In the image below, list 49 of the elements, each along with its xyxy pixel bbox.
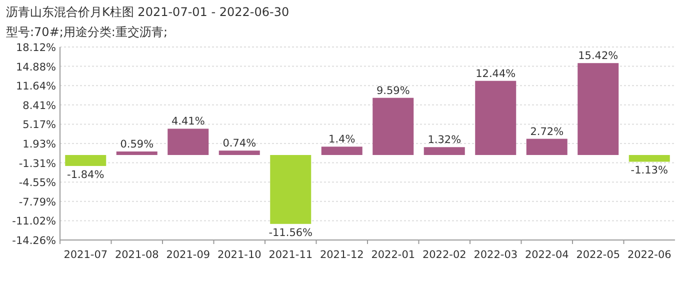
- x-tick-label: 2021-12: [320, 249, 364, 261]
- y-tick-label: 8.41%: [22, 100, 56, 112]
- x-tick-label: 2021-11: [268, 249, 313, 261]
- bar: [168, 128, 209, 156]
- y-tick-label: 5.17%: [22, 119, 56, 132]
- y-tick-label: 14.88%: [16, 61, 56, 74]
- data-label: -1.84%: [67, 168, 104, 181]
- x-tick-label: 2022-05: [576, 249, 620, 261]
- bar: [628, 155, 670, 162]
- x-tick-label: 2022-03: [474, 249, 518, 261]
- bar: [270, 155, 312, 224]
- data-label: -1.13%: [630, 164, 668, 177]
- y-tick-label: -14.26%: [12, 235, 56, 247]
- data-label: 9.59%: [376, 84, 410, 97]
- data-label: 15.42%: [578, 50, 618, 62]
- x-tick-label: 2021-10: [217, 249, 262, 261]
- y-tick-label: 11.64%: [16, 80, 56, 93]
- data-label: 1.32%: [428, 134, 462, 146]
- chart-title: 沥青山东混合价月K柱图 2021-07-01 - 2022-06-30: [6, 5, 290, 19]
- y-tick-label: -4.55%: [18, 177, 56, 190]
- bar: [372, 98, 414, 156]
- bar: [218, 150, 260, 156]
- x-tick-label: 2022-02: [422, 249, 466, 261]
- x-tick-label: 2022-06: [627, 249, 672, 261]
- data-label: 1.4%: [328, 134, 356, 146]
- data-label: 0.74%: [222, 138, 256, 150]
- data-label: 12.44%: [476, 68, 516, 80]
- x-tick-label: 2021-07: [64, 249, 108, 261]
- bar: [65, 155, 106, 166]
- data-label: 0.59%: [120, 138, 154, 150]
- y-tick-label: -7.79%: [18, 196, 56, 208]
- bar: [578, 63, 619, 156]
- data-label: -11.56%: [268, 226, 313, 239]
- y-tick-label: 18.12%: [16, 42, 56, 54]
- data-label: 4.41%: [171, 116, 205, 128]
- bar: [526, 138, 568, 156]
- bar: [475, 80, 516, 156]
- bar: [424, 147, 465, 156]
- chart-subtitle: 型号:70#;用途分类:重交沥青;: [6, 25, 168, 39]
- y-tick-label: -11.02%: [12, 216, 56, 228]
- x-tick-label: 2022-04: [524, 249, 570, 261]
- bar: [321, 146, 362, 156]
- y-tick-label: 1.93%: [22, 138, 56, 150]
- x-tick-label: 2022-01: [371, 249, 416, 261]
- x-tick-label: 2021-09: [166, 249, 210, 261]
- x-tick-label: 2021-08: [114, 249, 159, 261]
- data-label: 2.72%: [530, 126, 564, 138]
- y-tick-label: -1.31%: [18, 158, 56, 170]
- bar: [116, 151, 158, 156]
